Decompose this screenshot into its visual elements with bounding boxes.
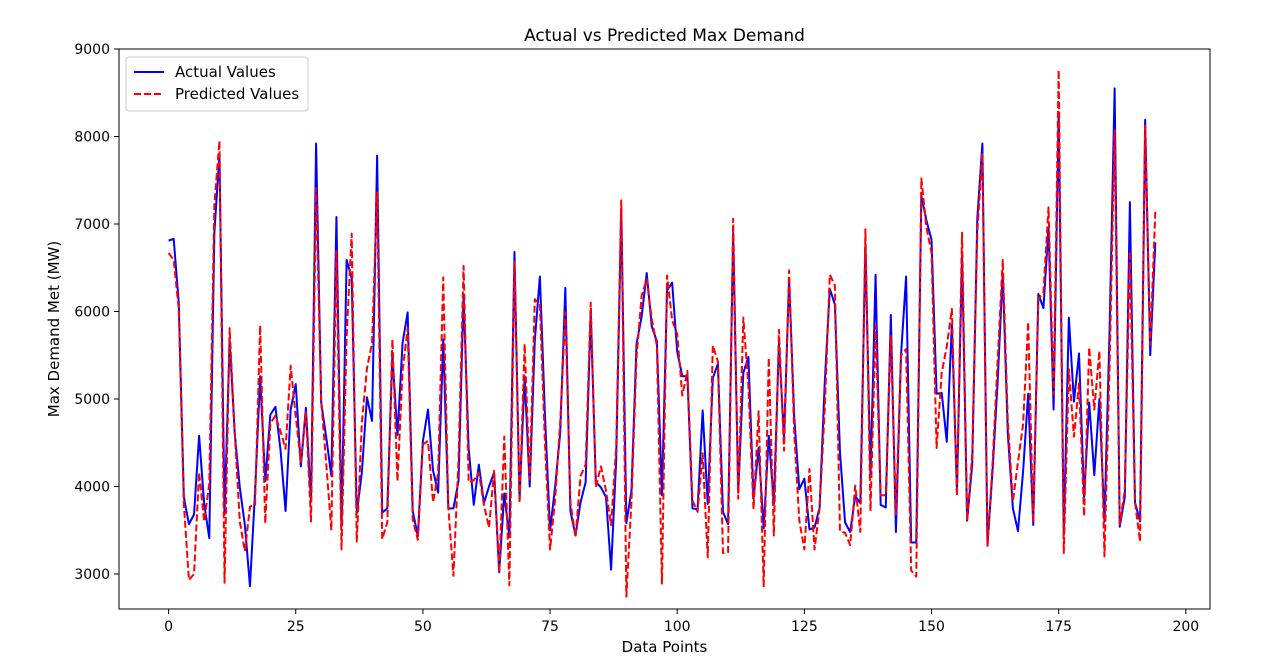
- x-tick-label: 200: [1172, 619, 1199, 635]
- series-line-predicted: [167, 69, 1157, 598]
- y-tick-label: 8000: [74, 130, 110, 146]
- axes-layer: 0 25 50 75 100 125 150 175 200 3000 4000 5000 6000 70…: [74, 42, 1199, 635]
- plot-frame: [118, 48, 1211, 610]
- y-tick-label: 6000: [74, 305, 110, 321]
- x-tick-label: 100: [664, 619, 691, 635]
- chart-title: Actual vs Predicted Max Demand: [524, 26, 805, 46]
- legend-box: [125, 56, 309, 112]
- y-tick-label: 9000: [74, 42, 110, 58]
- x-tick-label: 175: [1045, 619, 1072, 635]
- y-tick-label: 4000: [74, 480, 110, 496]
- legend-label: Actual Values: [175, 63, 276, 81]
- x-tick-label: 0: [164, 619, 173, 635]
- y-tick-label: 5000: [74, 392, 110, 408]
- series-layer: [167, 69, 1157, 598]
- x-tick-label: 150: [918, 619, 945, 635]
- x-axis-title: Data Points: [622, 638, 708, 656]
- x-tick-label: 125: [791, 619, 818, 635]
- y-tick-label: 3000: [74, 567, 110, 583]
- x-tick-label: 25: [287, 619, 305, 635]
- y-axis-title: Max Demand Met (MW): [45, 241, 63, 417]
- y-tick-label: 7000: [74, 217, 110, 233]
- x-tick-label: 75: [541, 619, 559, 635]
- legend: Actual Values Predicted Values: [125, 56, 309, 112]
- legend-label: Predicted Values: [175, 85, 299, 103]
- x-tick-label: 50: [414, 619, 432, 635]
